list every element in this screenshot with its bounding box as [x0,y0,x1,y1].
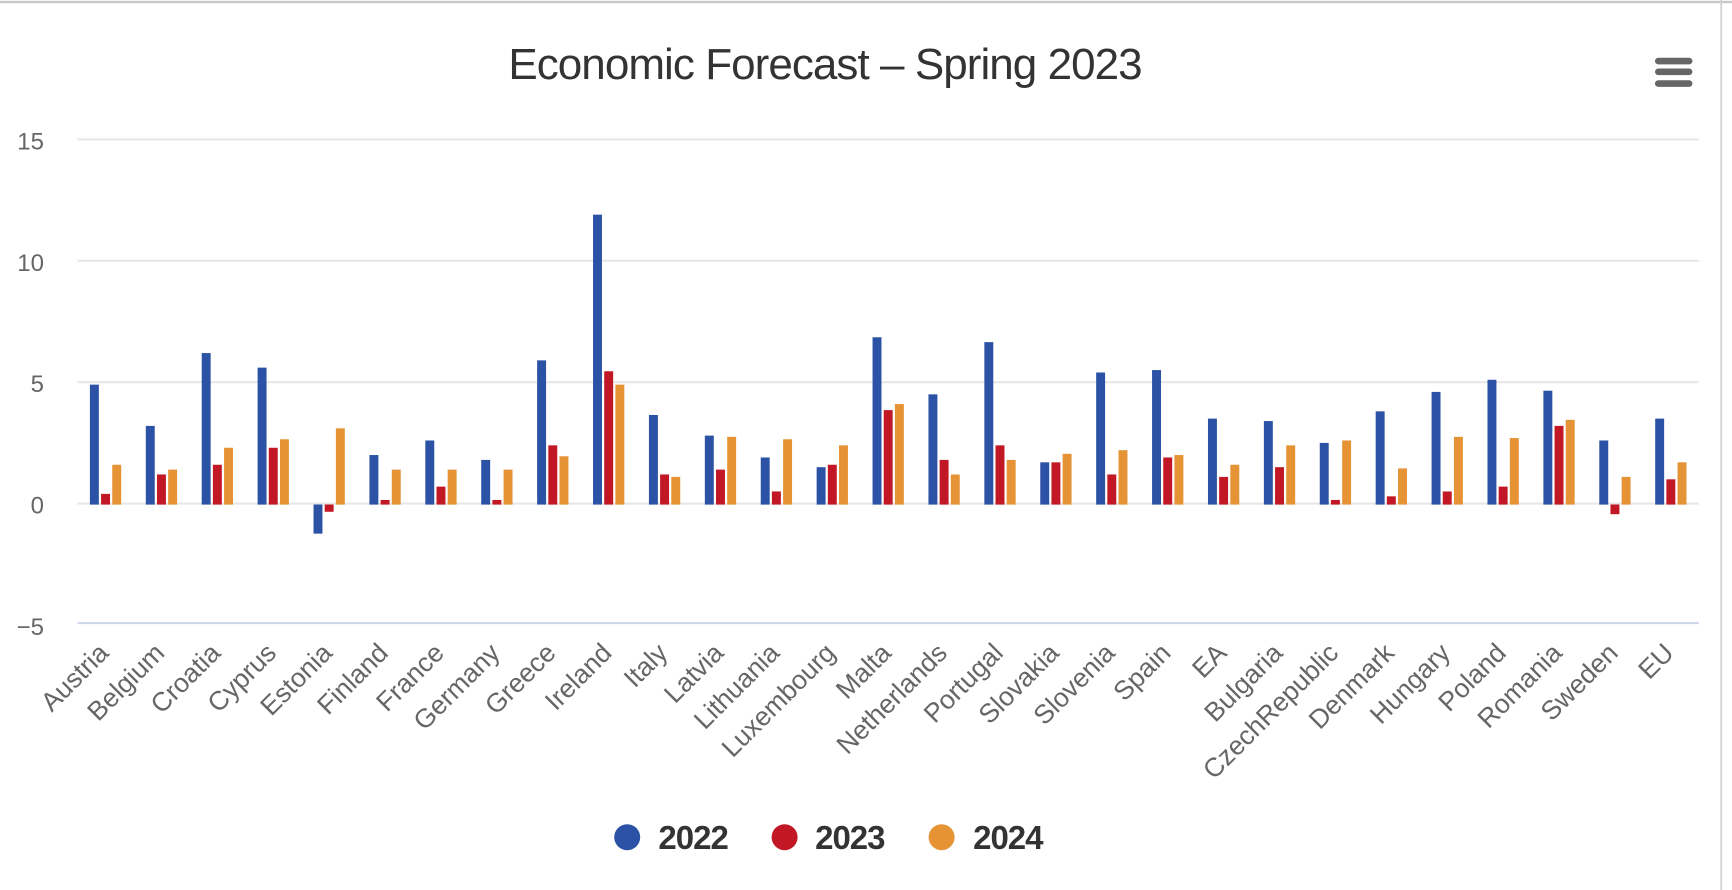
svg-text:2024: 2024 [973,819,1044,856]
svg-text:2022: 2022 [658,819,728,856]
svg-text:−5: −5 [17,614,44,641]
svg-text:Economic Forecast – Spring 202: Economic Forecast – Spring 2023 [508,40,1141,89]
svg-text:2023: 2023 [815,819,885,856]
svg-text:10: 10 [17,250,44,277]
svg-text:0: 0 [31,493,44,520]
svg-text:5: 5 [31,371,44,398]
svg-text:15: 15 [17,128,44,155]
